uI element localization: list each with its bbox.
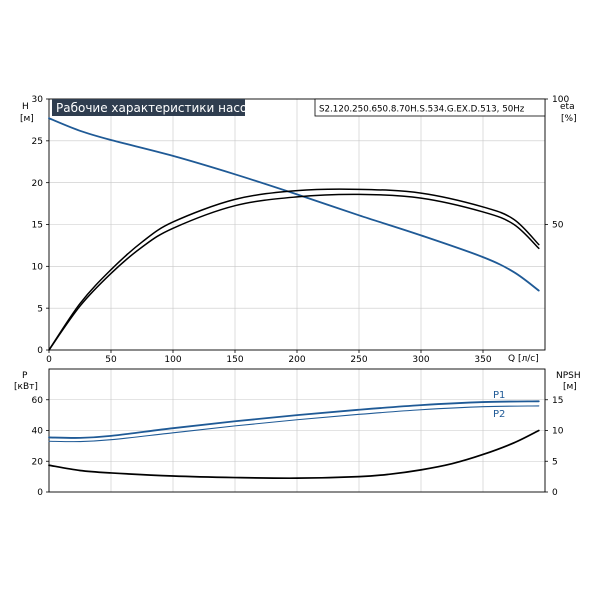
y-right-tick-label: 5 — [552, 457, 558, 467]
x-tick-label: 100 — [164, 355, 181, 365]
y-right-tick-label: 10 — [552, 427, 564, 437]
series-line — [48, 193, 540, 351]
x-tick-label: 350 — [474, 355, 491, 365]
series-label-p1: P1 — [493, 390, 505, 401]
model-label: S2.120.250.650.8.70H.S.534.G.EX.D.513, 5… — [319, 105, 525, 115]
bottom-panel: 0 20 40 60 0 5 10 15 — [32, 368, 564, 498]
y-right-label-unit: [%] — [561, 114, 577, 124]
model-box — [314, 98, 546, 117]
y-left-tick-label: 60 — [32, 396, 44, 406]
y-left-tick-label: 25 — [32, 137, 43, 147]
y-left-tick-label: 0 — [37, 488, 43, 498]
title-banner — [52, 99, 245, 116]
series-label-p2: P2 — [493, 409, 505, 420]
y-right-label-top: eta — [560, 102, 575, 112]
y-right-tick-label: 15 — [552, 396, 563, 406]
y-left-tick-label: 30 — [32, 95, 44, 105]
x-tick-label: 250 — [350, 355, 367, 365]
x-tick-label: 50 — [105, 355, 117, 365]
top-panel: 0 5 10 15 20 25 30 50 100 0 50 100 150 200 250 300 350 — [32, 95, 570, 365]
x-tick-label: 0 — [46, 355, 52, 365]
npsh-axis-label-unit: [м] — [563, 382, 577, 392]
p-axis-label-unit: [кВт] — [14, 382, 38, 392]
x-tick-label: 150 — [226, 355, 243, 365]
y-left-tick-label: 40 — [32, 427, 44, 437]
series-line — [48, 400, 540, 439]
x-tick-label: 300 — [412, 355, 429, 365]
y-left-label-unit: [м] — [20, 114, 34, 124]
series-line — [48, 117, 540, 292]
y-right-tick-label: 100 — [552, 95, 569, 105]
y-left-label-top: H — [22, 102, 29, 112]
series-line — [48, 188, 540, 351]
y-right-tick-label: 0 — [552, 488, 558, 498]
y-left-tick-label: 15 — [32, 221, 43, 231]
series-line — [48, 405, 540, 443]
y-left-tick-label: 5 — [37, 304, 43, 314]
series-line — [48, 429, 540, 480]
y-left-tick-label: 10 — [32, 263, 44, 273]
y-left-tick-label: 20 — [32, 457, 44, 467]
chart-title: Рабочие характеристики насоса — [56, 101, 261, 115]
y-left-tick-label: 0 — [37, 346, 43, 356]
x-axis-label: Q [л/с] — [508, 354, 539, 364]
y-right-tick-label: 50 — [552, 221, 564, 231]
npsh-axis-label-top: NPSH — [556, 371, 581, 381]
y-left-tick-label: 20 — [32, 179, 44, 189]
x-tick-label: 200 — [288, 355, 305, 365]
p-axis-label-top: P — [22, 371, 28, 381]
